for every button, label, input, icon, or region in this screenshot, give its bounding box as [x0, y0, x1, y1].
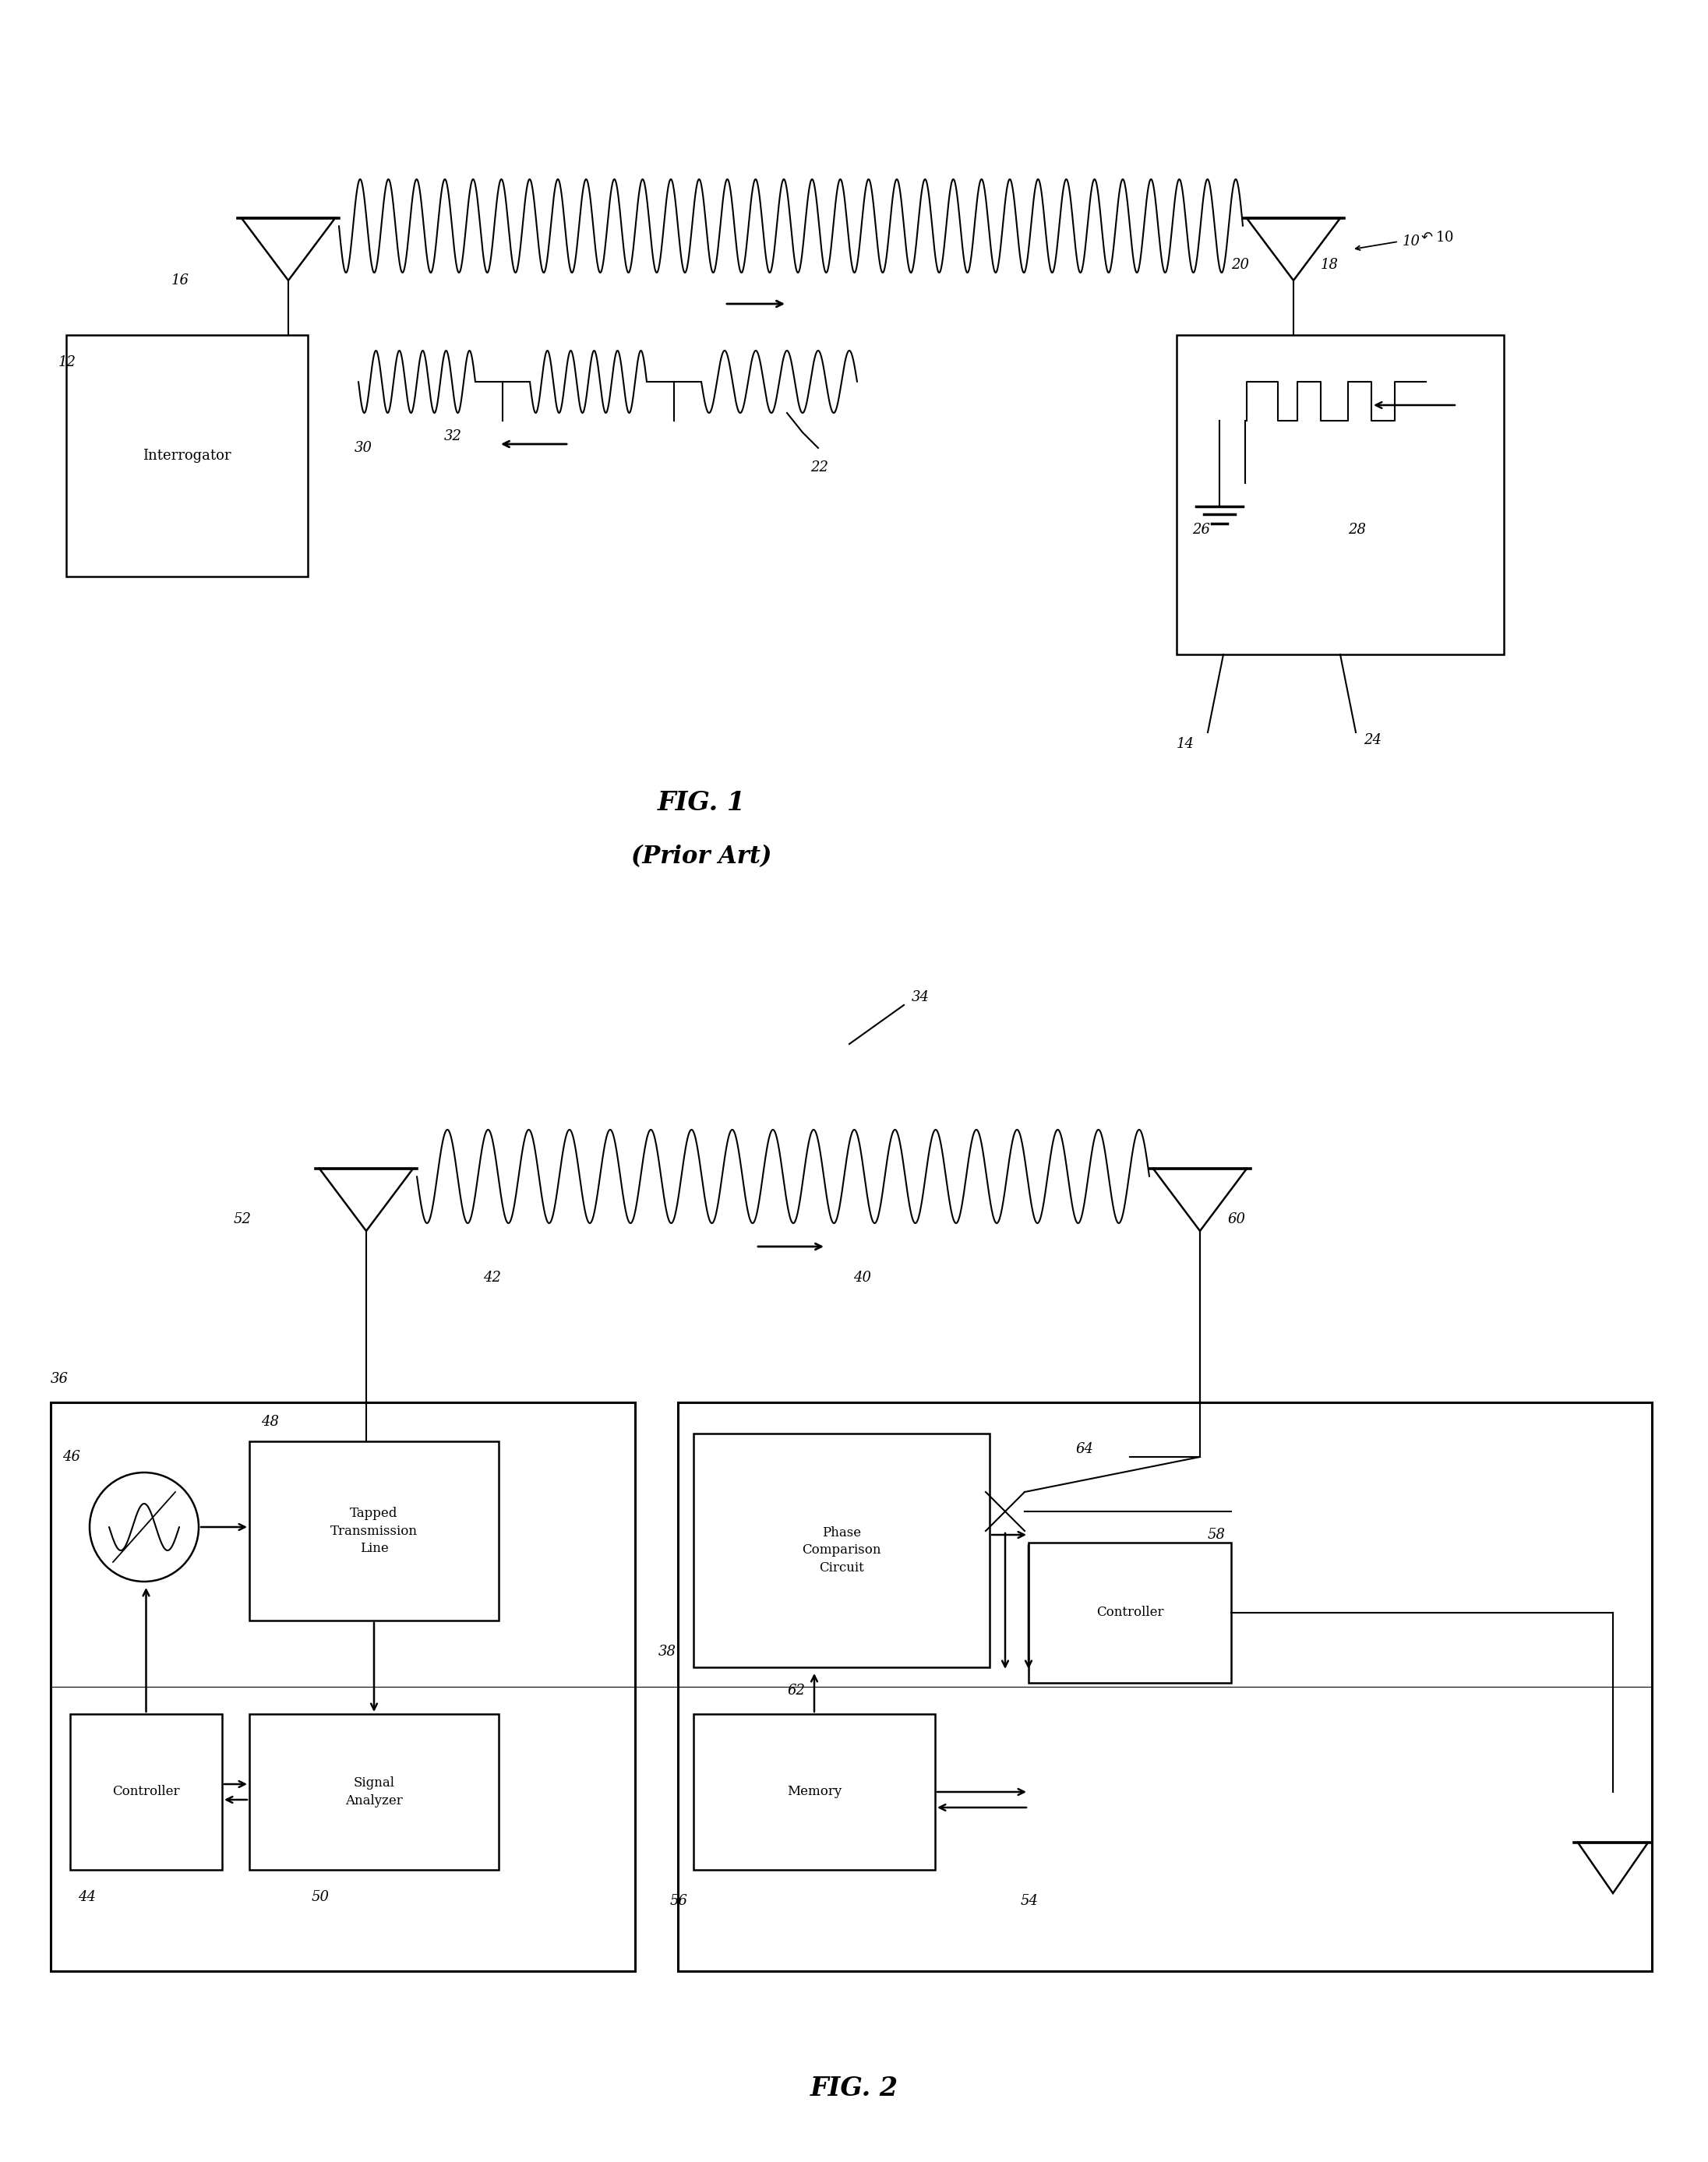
Text: 56: 56 [670, 1894, 688, 1909]
Text: Signal
Analyzer: Signal Analyzer [345, 1777, 403, 1807]
Bar [693, 1714, 934, 1870]
Text: 50: 50 [311, 1890, 330, 1905]
Bar [1177, 335, 1503, 655]
Bar [693, 1433, 989, 1667]
Text: 34: 34 [912, 990, 929, 1005]
Text: $\curvearrowleft$10: $\curvearrowleft$10 [1418, 231, 1454, 244]
Text: 20: 20 [1231, 257, 1249, 272]
Text: FIG. 1: FIG. 1 [658, 789, 745, 815]
Text: 52: 52 [234, 1213, 251, 1226]
Text: 36: 36 [51, 1373, 68, 1386]
Bar [249, 1442, 499, 1622]
Text: 28: 28 [1348, 523, 1366, 536]
Text: 32: 32 [444, 430, 463, 443]
Text: Controller: Controller [113, 1786, 179, 1799]
Text: 30: 30 [355, 441, 372, 454]
Text: (Prior Art): (Prior Art) [630, 845, 772, 869]
Text: 44: 44 [79, 1890, 96, 1905]
Text: 22: 22 [810, 461, 828, 473]
Text: 26: 26 [1192, 523, 1209, 536]
Text: 38: 38 [658, 1645, 676, 1658]
Text: 42: 42 [483, 1271, 500, 1284]
Text: 40: 40 [854, 1271, 871, 1284]
Text: 60: 60 [1228, 1213, 1245, 1226]
Bar [1028, 1544, 1231, 1682]
Bar [67, 335, 307, 577]
Text: 58: 58 [1208, 1529, 1226, 1542]
Bar [51, 1403, 635, 1972]
Text: 48: 48 [261, 1414, 278, 1429]
Text: 62: 62 [787, 1684, 804, 1697]
Text: FIG. 2: FIG. 2 [810, 2076, 898, 2101]
Polygon shape [1153, 1170, 1247, 1230]
Text: 24: 24 [1363, 733, 1382, 748]
Text: 64: 64 [1076, 1442, 1093, 1457]
Polygon shape [241, 218, 335, 281]
Bar [249, 1714, 499, 1870]
Text: 54: 54 [1021, 1894, 1038, 1909]
Polygon shape [319, 1170, 413, 1230]
Bar [678, 1403, 1652, 1972]
Text: 18: 18 [1320, 257, 1339, 272]
Text: 14: 14 [1177, 737, 1194, 750]
Text: 46: 46 [61, 1451, 80, 1464]
Polygon shape [1578, 1842, 1648, 1894]
Text: Memory: Memory [787, 1786, 842, 1799]
Text: 12: 12 [58, 355, 77, 370]
Text: 10: 10 [1402, 233, 1421, 249]
Polygon shape [1247, 218, 1341, 281]
Text: Phase
Comparison
Circuit: Phase Comparison Circuit [803, 1526, 881, 1574]
Text: Tapped
Transmission
Line: Tapped Transmission Line [330, 1507, 418, 1554]
Text: Controller: Controller [1097, 1606, 1163, 1619]
Text: 16: 16 [171, 272, 190, 288]
Bar [70, 1714, 222, 1870]
Text: Interrogator: Interrogator [143, 450, 231, 463]
